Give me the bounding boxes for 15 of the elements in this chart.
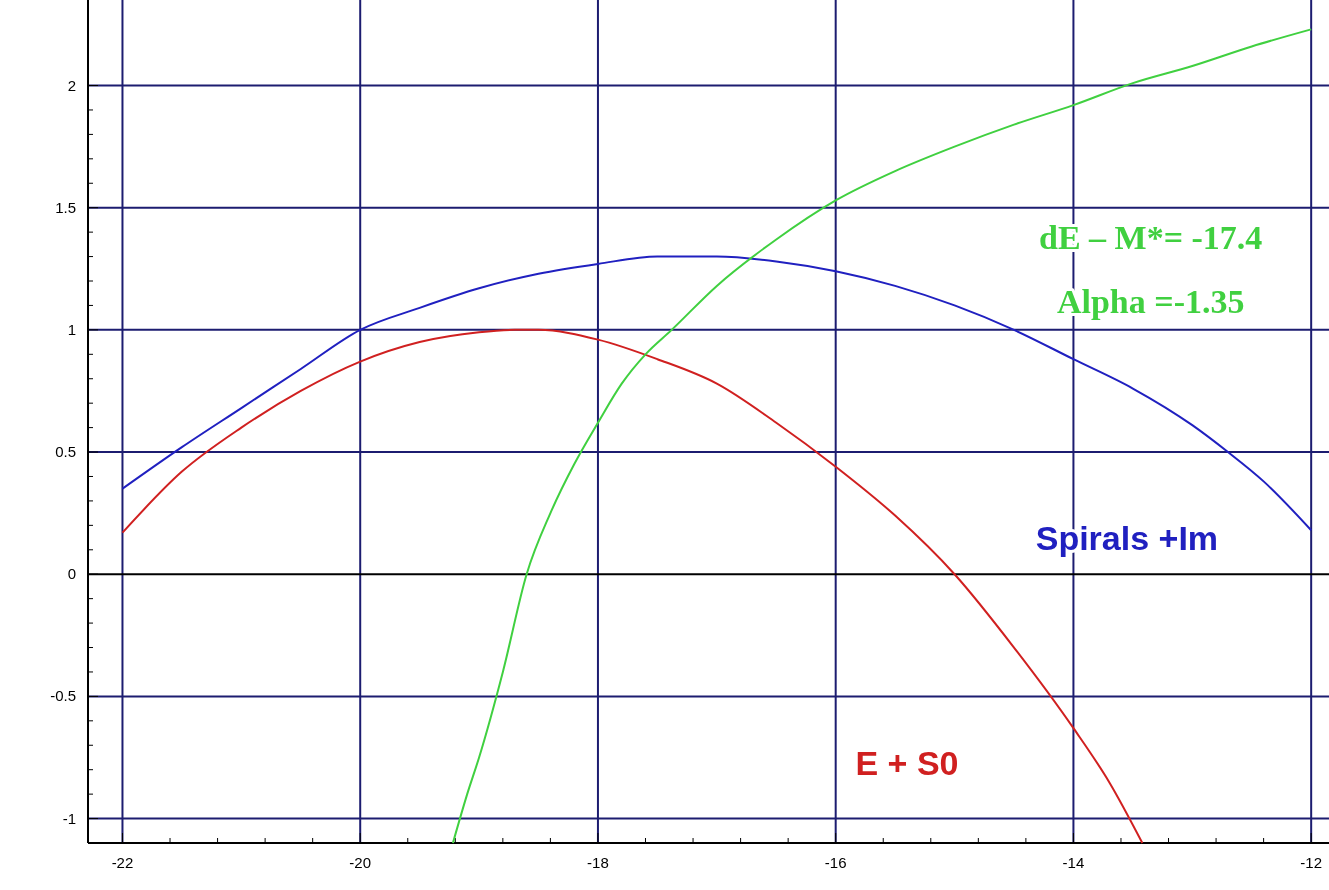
x-tick-label: -12 — [1300, 854, 1323, 871]
line-series — [451, 28, 1313, 844]
y-tick-label: -1 — [62, 809, 76, 827]
y-tick-label: 0 — [67, 565, 76, 583]
x-tick-label: -18 — [587, 854, 609, 871]
y-tick-label: 1.5 — [55, 198, 76, 216]
text: E + S0 — [855, 743, 959, 782]
x-tick-label: -16 — [824, 854, 847, 871]
x-tick-label: -22 — [111, 854, 134, 871]
y-tick-label: 2 — [67, 76, 76, 94]
x-tick-label: -14 — [1062, 854, 1085, 871]
x-tick-label: -20 — [349, 854, 372, 871]
y-tick-label: 0.5 — [55, 443, 76, 461]
y-tick-label: -0.5 — [50, 687, 76, 705]
y-tick-label: 1 — [67, 320, 76, 338]
